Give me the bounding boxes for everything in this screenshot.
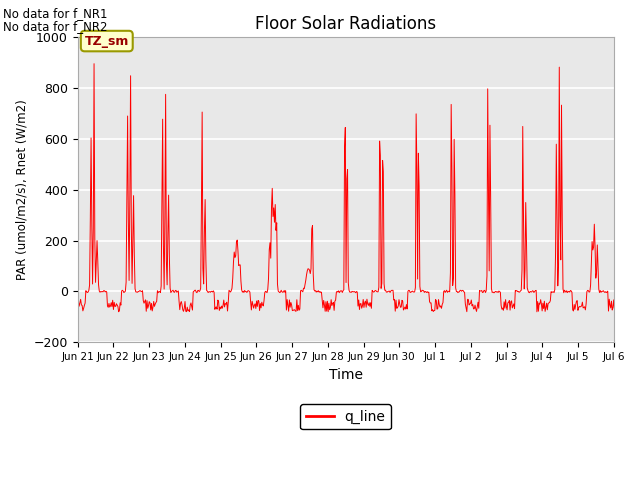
Legend: q_line: q_line	[300, 404, 391, 430]
Text: No data for f_NR2: No data for f_NR2	[3, 20, 108, 33]
X-axis label: Time: Time	[329, 368, 363, 382]
Title: Floor Solar Radiations: Floor Solar Radiations	[255, 15, 436, 33]
Text: No data for f_NR1: No data for f_NR1	[3, 7, 108, 20]
Y-axis label: PAR (umol/m2/s), Rnet (W/m2): PAR (umol/m2/s), Rnet (W/m2)	[15, 99, 28, 280]
Text: TZ_sm: TZ_sm	[84, 35, 129, 48]
